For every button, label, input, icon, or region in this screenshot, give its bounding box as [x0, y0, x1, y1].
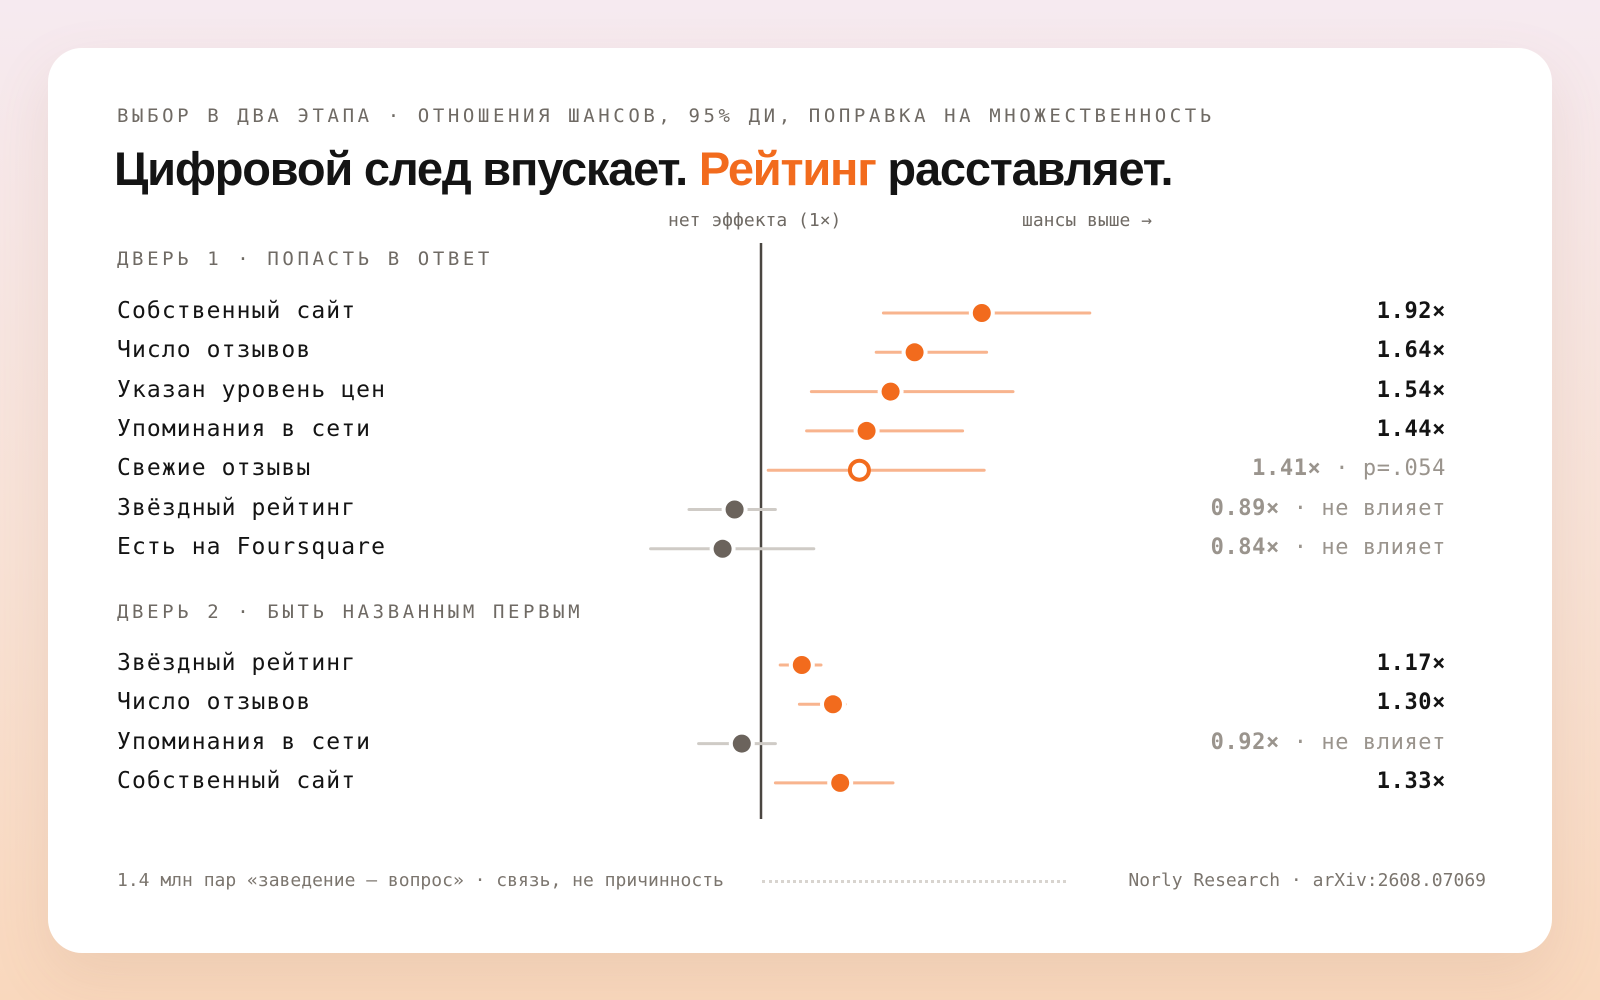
footer-note: 1.4 млн пар «заведение — вопрос» · связь…	[117, 870, 724, 891]
chart-title: Цифровой след впускает. Рейтинг расставл…	[114, 141, 1174, 196]
row-label: Собственный сайт	[117, 298, 357, 324]
point-estimate-open	[847, 458, 871, 482]
row-label: Число отзывов	[117, 689, 312, 716]
row-value: 1.41× · p=.054	[1252, 456, 1446, 481]
title-part-1: Цифровой след впускает.	[114, 142, 699, 195]
odds-ratio-value: 1.33×	[1376, 768, 1446, 794]
row-value: 1.44×	[1377, 417, 1446, 442]
row-label: Свежие отзывы	[117, 455, 312, 482]
point-estimate	[732, 734, 751, 753]
odds-ratio-value: 0.92×	[1210, 729, 1280, 755]
row-label: Звёздный рейтинг	[117, 494, 357, 521]
odds-ratio-value: 0.89×	[1210, 495, 1280, 521]
row-label: Звёздный рейтинг	[117, 650, 357, 676]
row-label: Упоминания в сети	[117, 415, 372, 442]
significance-note: · p=.054	[1321, 456, 1446, 482]
row-value: 1.33×	[1377, 769, 1446, 794]
significance-note: · не влияет	[1279, 534, 1446, 560]
chart-eyebrow: ВЫБОР В ДВА ЭТАПА · ОТНОШЕНИЯ ШАНСОВ, 95…	[117, 105, 1215, 127]
odds-ratio-value: 1.64×	[1376, 338, 1446, 364]
odds-ratio-value: 1.54×	[1376, 377, 1446, 403]
footer-source: Norly Research · arXiv:2608.07069	[1128, 870, 1486, 891]
odds-ratio-value: 1.41×	[1252, 456, 1322, 482]
axis-label-no-effect: нет эффекта (1×)	[668, 210, 842, 231]
point-estimate	[831, 773, 850, 792]
row-value: 0.92× · не влияет	[1211, 730, 1446, 755]
odds-ratio-value: 1.30×	[1376, 690, 1446, 716]
row-value: 0.84× · не влияет	[1211, 535, 1446, 560]
odds-ratio-value: 1.44×	[1376, 416, 1446, 442]
point-estimate	[824, 695, 842, 714]
row-value: 1.92×	[1377, 299, 1446, 324]
row-value: 1.54×	[1377, 378, 1446, 403]
point-estimate	[905, 343, 924, 362]
point-estimate	[881, 382, 900, 401]
point-estimate	[792, 656, 811, 674]
significance-note: · не влияет	[1279, 729, 1446, 755]
point-estimate	[725, 500, 744, 519]
chart-card: ВЫБОР В ДВА ЭТАПА · ОТНОШЕНИЯ ШАНСОВ, 95…	[48, 48, 1552, 953]
row-value: 1.30×	[1377, 690, 1446, 715]
axis-label-higher: шансы выше →	[1022, 210, 1153, 231]
point-estimate	[972, 304, 991, 322]
point-estimate	[713, 539, 732, 558]
row-value: 0.89× · не влияет	[1211, 496, 1446, 521]
odds-ratio-value: 0.84×	[1210, 534, 1280, 560]
row-value: 1.64×	[1377, 338, 1446, 363]
row-label: Упоминания в сети	[117, 728, 372, 755]
row-label: Указан уровень цен	[117, 376, 387, 403]
row-label: Число отзывов	[117, 337, 312, 364]
title-part-2: расставляет.	[875, 142, 1173, 195]
forest-plot	[649, 243, 1092, 819]
section-label: ДВЕРЬ 2 · БЫТЬ НАЗВАННЫМ ПЕРВЫМ	[117, 601, 584, 623]
significance-note: · не влияет	[1279, 495, 1446, 521]
row-label: Есть на Foursquare	[117, 533, 387, 560]
section-label: ДВЕРЬ 1 · ПОПАСТЬ В ОТВЕТ	[117, 248, 493, 270]
row-label: Собственный сайт	[117, 767, 357, 794]
point-estimate	[857, 421, 876, 440]
footer-divider	[762, 880, 1066, 883]
row-value: 1.17×	[1377, 651, 1446, 676]
title-accent: Рейтинг	[698, 142, 877, 195]
odds-ratio-value: 1.92×	[1376, 299, 1446, 324]
odds-ratio-value: 1.17×	[1376, 651, 1446, 676]
